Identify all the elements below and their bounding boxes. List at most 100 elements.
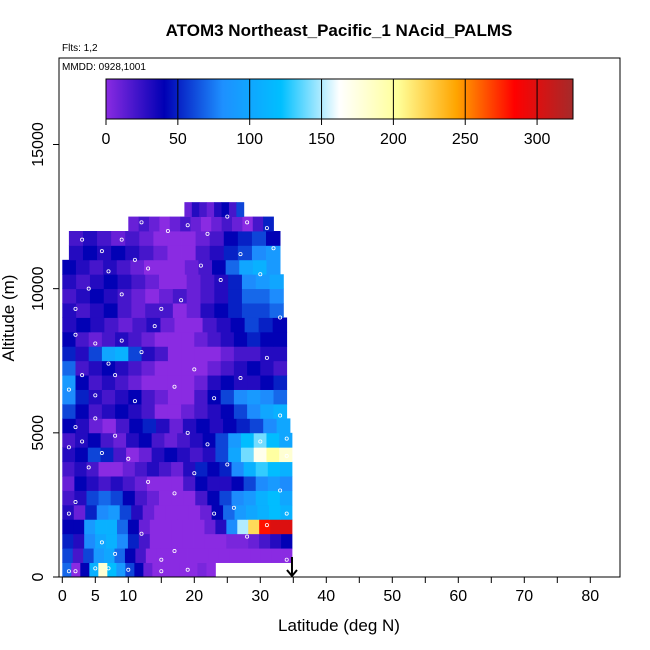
- heatmap-cell: [166, 548, 178, 563]
- heatmap-cell: [266, 447, 280, 463]
- heatmap-cell: [204, 519, 216, 535]
- heatmap-cell: [89, 418, 103, 434]
- heatmap-cell: [138, 519, 151, 535]
- sample-point: [225, 214, 230, 219]
- sample-point: [66, 445, 71, 450]
- x-tick-label: 5: [91, 588, 100, 605]
- sample-point: [119, 292, 124, 297]
- heatmap-cell: [138, 216, 150, 232]
- heatmap-cell: [62, 331, 76, 347]
- sample-point: [205, 231, 210, 236]
- heatmap-cell: [141, 346, 156, 362]
- heatmap-cell: [167, 360, 182, 376]
- heatmap-cell: [232, 216, 243, 232]
- heatmap-cell: [117, 274, 132, 290]
- heatmap-cell: [62, 404, 76, 419]
- heatmap-cell: [75, 331, 90, 347]
- marker-head: [286, 569, 298, 578]
- sample-point: [66, 511, 71, 516]
- heatmap-cell: [216, 317, 231, 333]
- sample-point: [198, 263, 203, 268]
- heatmap-cell: [257, 504, 270, 520]
- heatmap-cell: [154, 346, 169, 362]
- heatmap-cell: [103, 288, 118, 304]
- heatmap-cell: [154, 360, 169, 376]
- heatmap-cell: [190, 216, 202, 232]
- sample-point: [264, 226, 269, 231]
- heatmap-cell: [241, 303, 257, 318]
- heatmap-cell: [117, 303, 132, 318]
- sample-point: [99, 249, 104, 254]
- heatmap-cell: [95, 519, 107, 535]
- heatmap-cell: [141, 331, 156, 347]
- heatmap-cell: [62, 562, 72, 578]
- heatmap-cell: [247, 404, 261, 419]
- heatmap-cell: [122, 490, 136, 506]
- heatmap-cell: [207, 346, 222, 362]
- heatmap-cell: [106, 519, 118, 535]
- heatmap-cell: [211, 216, 223, 232]
- heatmap-cell: [169, 418, 184, 434]
- heatmap-cell: [62, 418, 77, 434]
- heatmap-cell: [89, 259, 104, 275]
- heatmap-cell: [207, 490, 220, 506]
- heatmap-cell: [101, 360, 116, 376]
- heatmap-cell: [75, 447, 89, 463]
- heatmap-cell: [215, 432, 229, 448]
- x-axis: 0 5 10 20 30 40 50 60 70 80: [58, 577, 599, 605]
- heatmap-cell: [181, 231, 197, 246]
- heatmap-cell: [281, 548, 293, 563]
- heatmap-cell: [153, 231, 168, 246]
- heatmap-cell: [220, 331, 235, 347]
- sample-point: [99, 451, 104, 456]
- heatmap-cell: [269, 288, 284, 304]
- heatmap-cell: [223, 245, 239, 261]
- heatmap-cell: [181, 245, 197, 261]
- heatmap-cell: [246, 504, 258, 520]
- heatmap-cell: [154, 375, 169, 390]
- heatmap-cell: [251, 231, 267, 246]
- heatmap-cell: [252, 216, 264, 232]
- sample-point: [284, 436, 289, 441]
- heatmap-cell: [68, 245, 84, 261]
- heatmap-cell: [159, 274, 174, 290]
- heatmap-cell: [209, 418, 224, 434]
- heatmap-cell: [103, 274, 118, 290]
- heatmap-cell: [145, 288, 160, 304]
- heatmap-cell: [279, 490, 293, 506]
- heatmap-cell: [219, 490, 232, 506]
- x-tick-label: 20: [185, 588, 203, 605]
- heatmap-cell: [84, 519, 96, 535]
- heatmap-cell: [207, 476, 220, 491]
- sample-point: [99, 540, 104, 545]
- heatmap-cell: [273, 346, 288, 362]
- heatmap-cell: [263, 418, 278, 434]
- heatmap-cell: [100, 432, 114, 448]
- heatmap-cell: [151, 432, 165, 448]
- sample-point: [238, 252, 243, 257]
- heatmap-cell: [154, 404, 169, 419]
- sample-point: [80, 439, 85, 444]
- heatmap-cell: [62, 476, 75, 491]
- heatmap-cell: [234, 504, 247, 520]
- sample-point: [80, 237, 85, 242]
- sample-point: [66, 569, 71, 574]
- sample-point: [159, 306, 164, 311]
- heatmap-cell: [215, 519, 227, 535]
- heatmap-cell: [128, 404, 142, 419]
- heatmap-cell: [177, 432, 191, 448]
- heatmap-cell: [189, 432, 204, 448]
- sample-point: [113, 373, 118, 378]
- heatmap-cell: [239, 259, 254, 275]
- heatmap-cell: [228, 447, 242, 463]
- heatmap-cell: [149, 533, 162, 549]
- sample-point: [93, 416, 98, 421]
- heatmap-cell: [226, 519, 238, 535]
- heatmap-cell: [97, 245, 112, 261]
- heatmap-cell: [193, 533, 205, 549]
- heatmap-cell: [180, 216, 191, 232]
- heatmap-cell: [89, 303, 105, 318]
- heatmap-cell: [206, 562, 216, 578]
- sample-point: [284, 557, 289, 562]
- heatmap-cell: [100, 447, 114, 463]
